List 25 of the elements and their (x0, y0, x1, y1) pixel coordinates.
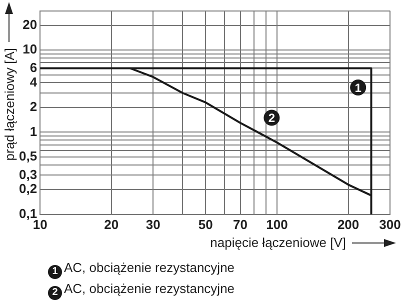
legend-label: AC, obciążenie rezystancyjne (64, 260, 235, 275)
text: 1 (52, 266, 58, 277)
y-tick-label: 6 (30, 60, 38, 75)
x-tick-label: 100 (266, 216, 288, 232)
annotation: 1 (354, 80, 362, 95)
x-tick-label: 200 (337, 216, 360, 232)
x-tick-label: 20 (104, 216, 119, 232)
y-tick-label: 2 (30, 99, 38, 114)
annotation: 2 (268, 111, 276, 126)
y-tick-label: 1 (30, 124, 38, 139)
x-tick-label: 30 (146, 216, 160, 232)
y-tick-label: 0,5 (18, 148, 38, 164)
text: 2 (52, 287, 58, 298)
y-axis-title: prąd łączeniowy [A] (2, 48, 16, 161)
x-tick-label: 50 (198, 216, 213, 232)
y-tick-label: 10 (22, 42, 38, 57)
legend-label: AC, obciążenie rezystancyjne (64, 281, 235, 296)
y-tick-label: 0,1 (18, 206, 38, 221)
y-tick-label: 0,3 (18, 166, 38, 182)
x-tick-label: 300 (379, 216, 401, 232)
x-axis-title: napięcie łączeniowe [V] (210, 235, 346, 250)
y-tick-label: 0,2 (18, 181, 38, 196)
x-tick-label: 70 (233, 216, 248, 232)
y-tick-label: 20 (22, 16, 38, 32)
y-tick-label: 4 (30, 74, 38, 90)
